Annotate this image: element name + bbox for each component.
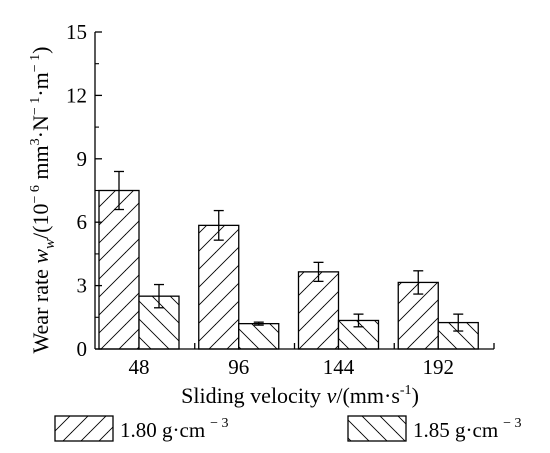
y-axis-title-sup2: 3 (28, 138, 43, 145)
legend-label-2: 1.85 g·cm − 3 (413, 416, 522, 442)
bar-s1-144 (297, 271, 340, 350)
y-axis-title-mid3: ·N (28, 115, 53, 138)
x-axis-title-var: v (327, 383, 337, 408)
y-axis-title-mid4: ·m (28, 72, 53, 96)
y-axis-title-var: w (28, 249, 53, 264)
y-axis-title-mid: /(10 (28, 203, 53, 238)
y-tick-label-6: 6 (77, 210, 88, 234)
y-axis-title-sup3: − 1 (28, 97, 43, 115)
x-tick-label-192: 192 (423, 355, 455, 379)
y-tick-label-15: 15 (66, 20, 87, 44)
x-axis-title: Sliding velocity v/(mm·s-1) (181, 383, 419, 408)
x-tick-label-144: 144 (323, 355, 355, 379)
y-axis-title: Wear rate ww/(10− 6 mm3·N− 1·m− 1) (28, 47, 58, 354)
legend: 1.80 g·cm − 3 1.85 g·cm − 3 (54, 415, 522, 442)
y-axis-title-prefix: Wear rate (28, 264, 53, 354)
y-axis-title-suffix: ) (28, 47, 53, 54)
x-tick-label-96: 96 (228, 355, 249, 379)
y-axis-title-mid2: mm (28, 145, 53, 185)
y-axis-title-sup4: − 1 (28, 54, 43, 72)
axes: 0 3 6 9 12 15 48 96 144 192 (66, 20, 495, 379)
x-axis-title-suffix: ) (412, 383, 419, 408)
x-tick-label-48: 48 (129, 355, 150, 379)
plot-area (98, 170, 479, 350)
x-axis-title-mid: /(mm·s (336, 383, 400, 408)
y-axis-title-sub: w (42, 239, 58, 249)
legend-swatch-2 (347, 415, 407, 442)
x-axis-title-sup: -1 (400, 383, 412, 398)
x-axis-title-prefix: Sliding velocity (181, 383, 326, 408)
y-tick-label-12: 12 (66, 83, 87, 107)
bar-s1-96 (198, 224, 240, 350)
legend-label-1: 1.80 g·cm − 3 (120, 416, 229, 442)
legend-swatch-1 (54, 415, 114, 442)
y-tick-label-3: 3 (77, 274, 88, 298)
bar-s1-48 (98, 189, 140, 350)
y-tick-label-0: 0 (77, 337, 88, 361)
legend-item-1: 1.80 g·cm − 3 (54, 415, 229, 442)
bar-s2-96 (238, 322, 280, 350)
y-axis-title-sup1: − 6 (28, 185, 43, 203)
legend-item-2: 1.85 g·cm − 3 (347, 415, 522, 442)
y-tick-label-9: 9 (77, 147, 88, 171)
